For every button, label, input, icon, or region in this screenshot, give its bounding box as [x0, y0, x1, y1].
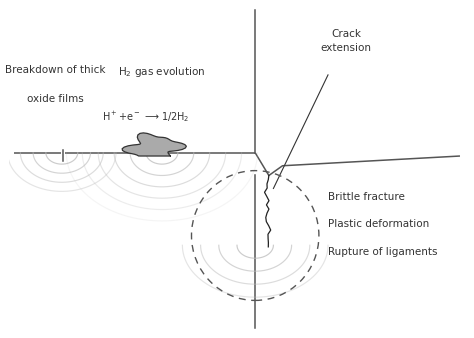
Text: H$_2$ gas evolution: H$_2$ gas evolution: [118, 65, 206, 79]
Text: H$^+$+e$^-$ ⟶ 1/2H$_2$: H$^+$+e$^-$ ⟶ 1/2H$_2$: [102, 109, 190, 124]
Text: Breakdown of thick: Breakdown of thick: [5, 65, 105, 75]
Text: Brittle fracture: Brittle fracture: [328, 192, 405, 202]
Polygon shape: [122, 133, 186, 156]
Text: Crack
extension: Crack extension: [321, 29, 372, 53]
Text: Plastic deformation: Plastic deformation: [328, 219, 429, 229]
Text: Rupture of ligaments: Rupture of ligaments: [328, 247, 438, 257]
Text: oxide films: oxide films: [27, 94, 83, 104]
